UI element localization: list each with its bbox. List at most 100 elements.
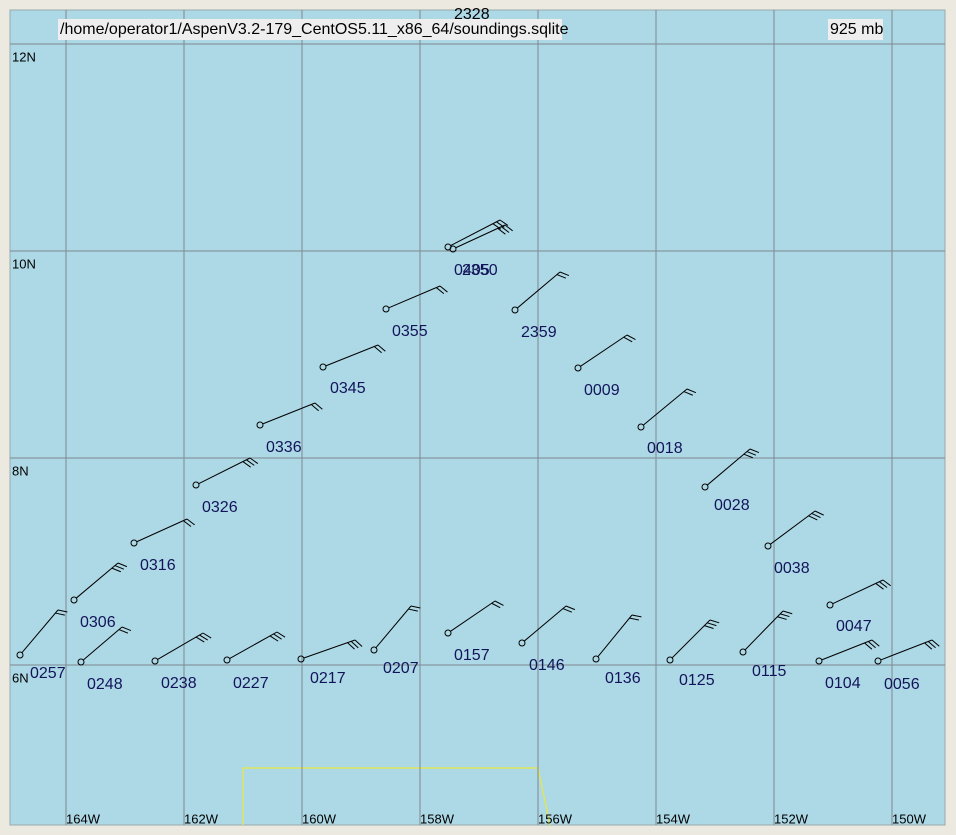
barb-feather bbox=[777, 616, 787, 620]
barb-feather bbox=[924, 642, 933, 650]
station: 0345 bbox=[319, 344, 386, 397]
barb-staff bbox=[770, 510, 816, 545]
station-label: 0336 bbox=[266, 439, 302, 456]
barb-feather bbox=[111, 567, 121, 573]
barb-feather bbox=[117, 562, 128, 568]
station-label: 0326 bbox=[202, 499, 238, 516]
station: 0217 bbox=[297, 639, 363, 687]
station-marker bbox=[826, 601, 834, 609]
barb-feather bbox=[249, 457, 259, 464]
station: 0257 bbox=[16, 609, 68, 682]
station-label: 0028 bbox=[714, 497, 750, 514]
barb-feather bbox=[436, 287, 445, 295]
barb-staff bbox=[671, 619, 711, 659]
barb-feather bbox=[686, 388, 697, 394]
barb-feather bbox=[931, 639, 940, 647]
barb-staff bbox=[744, 610, 784, 651]
barb-feather bbox=[811, 512, 821, 518]
station: 0115 bbox=[739, 610, 793, 680]
barb-feather bbox=[683, 391, 693, 396]
longitude-label: 164W bbox=[66, 811, 101, 826]
barb-feather bbox=[408, 608, 418, 612]
file-box bbox=[58, 19, 562, 40]
station-label: 0316 bbox=[140, 557, 176, 574]
station-label: 0047 bbox=[836, 618, 872, 635]
barb-staff bbox=[325, 344, 379, 367]
barb-feather bbox=[497, 227, 506, 235]
barb-feather bbox=[273, 633, 282, 640]
barb-feather bbox=[310, 404, 319, 412]
barb-feather bbox=[556, 274, 567, 279]
longitude-label: 152W bbox=[774, 811, 809, 826]
barb-feather bbox=[269, 635, 279, 642]
station-label: 0125 bbox=[679, 672, 715, 689]
station-marker bbox=[151, 657, 159, 665]
barb-feather bbox=[246, 459, 255, 466]
barb-staff bbox=[455, 224, 506, 249]
barb-staff bbox=[821, 639, 873, 661]
station: 0146 bbox=[518, 605, 576, 674]
station: 0316 bbox=[130, 518, 195, 574]
barb-feather bbox=[565, 605, 576, 611]
barb-staff bbox=[262, 402, 316, 425]
station: 0056 bbox=[874, 639, 940, 693]
barb-feather bbox=[927, 641, 936, 649]
station: 0326 bbox=[192, 457, 259, 516]
station: 2350 bbox=[449, 224, 513, 279]
barb-feather bbox=[864, 642, 873, 650]
barb-feather bbox=[242, 461, 251, 468]
barb-feather bbox=[709, 619, 720, 624]
barb-feather bbox=[492, 223, 502, 230]
barb-staff bbox=[706, 448, 751, 486]
barb-feather bbox=[562, 608, 573, 613]
station-marker bbox=[592, 655, 600, 663]
barb-feather bbox=[377, 344, 386, 352]
station-label: 0248 bbox=[87, 676, 123, 693]
barb-feather bbox=[867, 641, 876, 649]
barb-staff bbox=[580, 334, 628, 367]
station: 0227 bbox=[223, 631, 286, 692]
station: 0207 bbox=[370, 605, 421, 677]
pressure-level: 925 mb bbox=[830, 21, 883, 38]
barb-staff bbox=[523, 605, 567, 642]
barb-feather bbox=[879, 581, 888, 588]
station: 0157 bbox=[444, 600, 504, 664]
barb-feather bbox=[118, 629, 129, 634]
station-label: 0217 bbox=[310, 670, 346, 687]
file-path: /home/operator1/AspenV3.2-179_CentOS5.11… bbox=[60, 21, 569, 38]
barb-staff bbox=[21, 609, 59, 654]
barb-staff bbox=[642, 388, 688, 426]
barb-feather bbox=[347, 642, 355, 650]
barb-feather bbox=[501, 226, 510, 233]
station: 0336 bbox=[256, 402, 323, 456]
barb-feather bbox=[57, 609, 68, 613]
barb-feather bbox=[202, 632, 212, 639]
longitude-label: 154W bbox=[656, 811, 691, 826]
station-label: 0146 bbox=[529, 657, 565, 674]
barb-feather bbox=[707, 622, 717, 627]
station-label: 0056 bbox=[884, 676, 920, 693]
station: 0355 bbox=[382, 285, 448, 340]
station-label: 0227 bbox=[233, 675, 269, 692]
barb-feather bbox=[276, 631, 286, 638]
longitude-label: 160W bbox=[302, 811, 337, 826]
station: 0018 bbox=[637, 388, 697, 457]
station: 2359 bbox=[511, 271, 570, 341]
barb-staff bbox=[832, 579, 884, 605]
station-marker bbox=[319, 363, 327, 371]
barb-feather bbox=[782, 610, 793, 615]
barb-staff bbox=[880, 639, 933, 661]
barb-staff bbox=[229, 631, 278, 659]
barb-staff bbox=[198, 457, 251, 485]
station-label: 0405 bbox=[454, 262, 490, 279]
barb-feather bbox=[350, 640, 359, 649]
station-marker bbox=[256, 421, 264, 429]
station-label: 0306 bbox=[80, 614, 116, 631]
station-marker bbox=[16, 651, 24, 659]
barb-feather bbox=[354, 639, 363, 647]
station-marker bbox=[511, 306, 519, 314]
barb-staff bbox=[82, 626, 123, 661]
station-marker bbox=[382, 305, 390, 313]
barb-feather bbox=[114, 565, 125, 570]
